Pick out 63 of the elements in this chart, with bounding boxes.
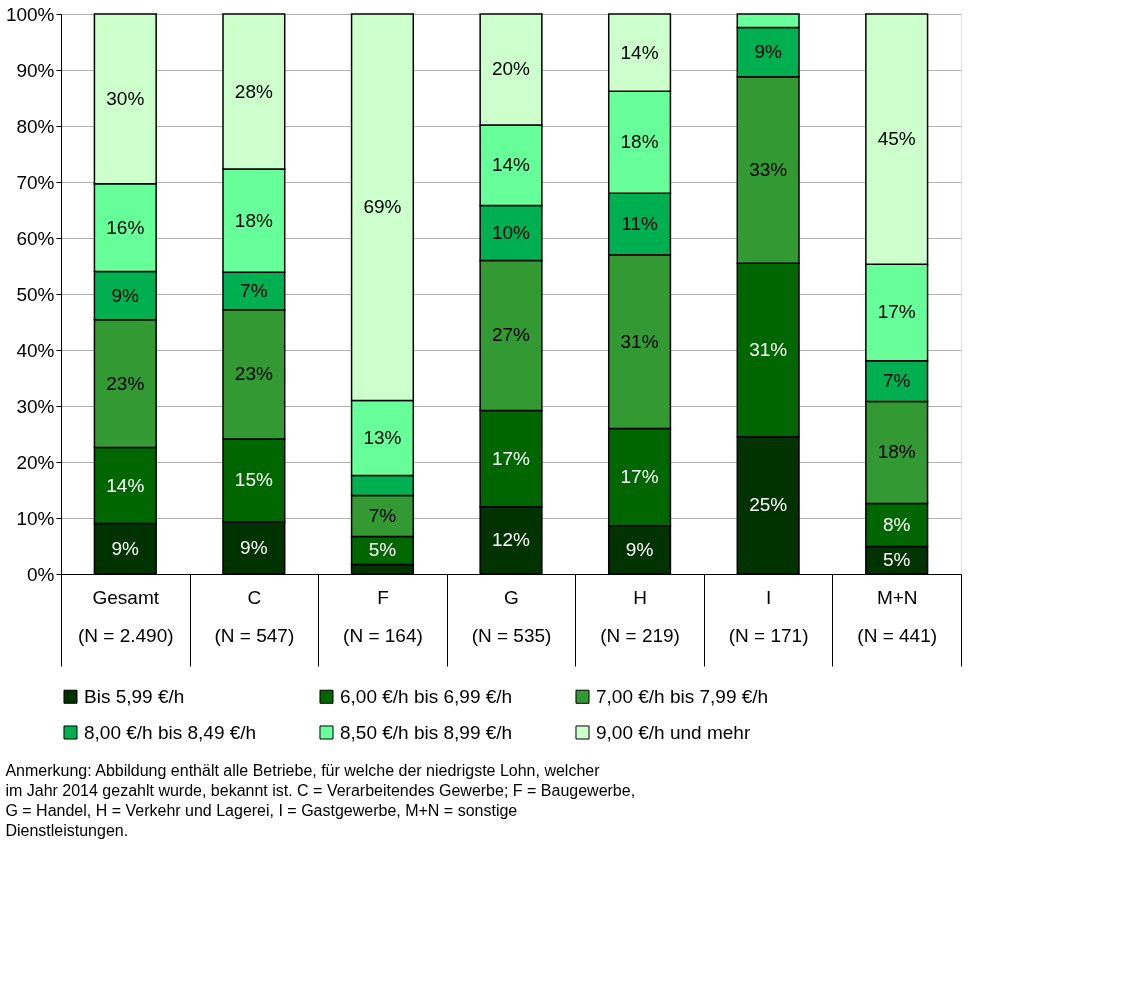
- data-label: 18%: [234, 209, 273, 231]
- data-label: 23%: [106, 372, 145, 394]
- x-tick-label: G (N = 535): [471, 586, 552, 646]
- data-label: 9%: [111, 537, 140, 559]
- legend-label: Bis 5,99 €/h: [84, 685, 185, 707]
- legend-label: 8,50 €/h bis 8,99 €/h: [340, 721, 513, 743]
- x-tick-label: H (N = 219): [600, 586, 680, 646]
- y-tick-label: 100%: [5, 3, 55, 25]
- y-tick-label: 60%: [16, 227, 55, 249]
- data-label: 33%: [749, 158, 788, 180]
- data-label: 5%: [368, 539, 397, 561]
- y-tick-label: 10%: [16, 507, 55, 529]
- x-tick-label: I (N = 171): [728, 586, 809, 646]
- data-label: 9%: [240, 536, 268, 558]
- y-tick-label: 80%: [16, 115, 55, 137]
- data-label: 69%: [363, 196, 402, 218]
- x-tick-label: C (N = 547): [214, 586, 295, 646]
- y-tick-label: 70%: [16, 171, 55, 193]
- data-label: 9%: [625, 538, 654, 560]
- data-label: 8%: [882, 514, 911, 535]
- data-label: 28%: [234, 80, 273, 102]
- data-label: 14%: [106, 474, 145, 496]
- y-tick-label: 30%: [16, 395, 55, 417]
- data-label: 15%: [234, 469, 273, 491]
- legend-label: 7,00 €/h bis 7,99 €/h: [596, 685, 769, 707]
- y-tick-label: 20%: [16, 451, 55, 473]
- data-label: 17%: [491, 447, 531, 469]
- x-tick-label: Gesamt (N = 2.490): [78, 586, 174, 646]
- data-label: 17%: [620, 466, 659, 488]
- data-label: 30%: [106, 87, 145, 109]
- y-tick-label: 90%: [16, 59, 55, 81]
- data-label: 31%: [620, 330, 659, 352]
- data-label: 45%: [877, 128, 916, 150]
- legend-label: 6,00 €/h bis 6,99 €/h: [340, 685, 513, 707]
- data-label: 20%: [491, 58, 531, 80]
- y-tick-label: 50%: [16, 283, 55, 305]
- data-label: 7%: [368, 505, 397, 527]
- legend-label: 8,00 €/h bis 8,49 €/h: [84, 721, 257, 743]
- data-label: 23%: [234, 363, 273, 385]
- y-tick-label: 0%: [27, 563, 55, 585]
- data-label: 18%: [620, 131, 659, 153]
- data-label: 5%: [882, 549, 911, 571]
- text: Anmerkung: Abbildung enthält alle Betriebe, für welche der niedrigste Lohn, welcher im Jahr 2014 gezahlt wurde, bekannt ist. C = Verarbeitendes Gewerbe; F = Baugewerbe, G = Handel, H = Verkehr und Lagerei, I = Gastgewerbe, M+N = sonstige Dienstleistungen.: [5, 762, 636, 839]
- data-label: 12%: [491, 529, 531, 551]
- data-label: 14%: [620, 41, 659, 63]
- data-label: 9%: [111, 284, 140, 306]
- data-label: 11%: [621, 213, 658, 234]
- data-label: 18%: [877, 441, 916, 463]
- data-label: 31%: [749, 339, 788, 360]
- x-tick-label: M+N (N = 441): [857, 586, 938, 646]
- data-label: 14%: [491, 154, 531, 176]
- data-label: 7%: [240, 279, 268, 301]
- x-tick-label: F (N = 164): [343, 586, 423, 646]
- data-label: 7%: [882, 370, 911, 392]
- data-label: 25%: [749, 494, 788, 516]
- y-tick-label: 40%: [16, 339, 55, 361]
- data-label: 17%: [877, 301, 916, 323]
- data-label: 27%: [491, 324, 531, 346]
- data-label: 9%: [754, 41, 782, 63]
- data-label: 16%: [106, 216, 145, 238]
- legend-label: 9,00 €/h und mehr: [596, 721, 751, 743]
- data-label: 13%: [363, 426, 402, 448]
- data-label: 10%: [491, 221, 531, 243]
